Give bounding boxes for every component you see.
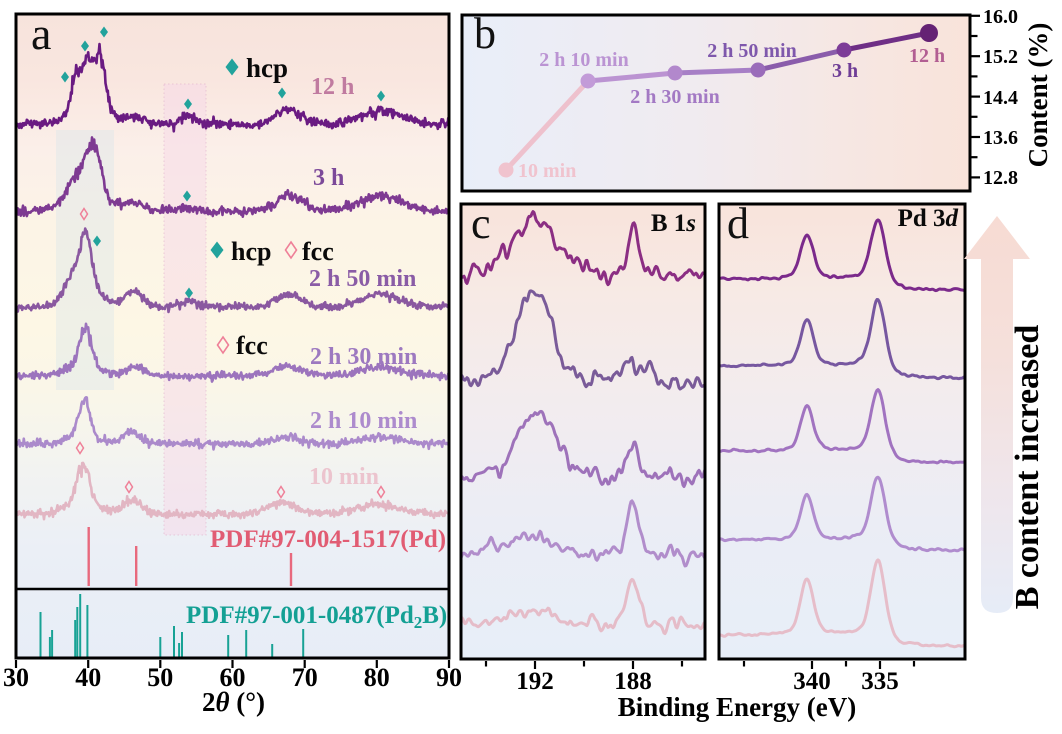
svg-text:30: 30	[3, 663, 29, 692]
svg-text:14.4: 14.4	[983, 87, 1018, 109]
svg-text:90: 90	[436, 663, 462, 692]
svg-text:12.8: 12.8	[983, 167, 1018, 189]
svg-text:B 1s: B 1s	[651, 210, 696, 237]
svg-text:2θ (°): 2θ (°)	[202, 687, 265, 717]
svg-text:13.6: 13.6	[983, 127, 1018, 149]
svg-text:16.0: 16.0	[983, 6, 1018, 28]
svg-text:3 h: 3 h	[313, 165, 344, 191]
svg-text:40: 40	[75, 663, 101, 692]
svg-text:10 min: 10 min	[518, 160, 576, 182]
svg-text:PDF#97-001-0487(Pd2B): PDF#97-001-0487(Pd2B)	[186, 602, 447, 632]
svg-text:2 h 10 min: 2 h 10 min	[539, 49, 628, 71]
svg-text:Binding Energy (eV): Binding Energy (eV)	[618, 692, 857, 722]
svg-text:B content increased: B content increased	[1009, 325, 1046, 610]
svg-text:2 h 50 min: 2 h 50 min	[707, 40, 796, 62]
svg-text:a: a	[31, 8, 51, 59]
svg-text:fcc: fcc	[236, 331, 268, 360]
svg-text:188: 188	[614, 668, 652, 695]
svg-text:2 h 30 min: 2 h 30 min	[630, 86, 719, 108]
svg-text:12 h: 12 h	[311, 74, 354, 100]
svg-text:192: 192	[516, 668, 554, 695]
svg-text:b: b	[474, 9, 496, 58]
svg-text:fcc: fcc	[302, 237, 334, 266]
svg-text:hcp: hcp	[231, 237, 271, 266]
svg-text:10 min: 10 min	[309, 464, 379, 490]
svg-text:d: d	[727, 199, 749, 248]
svg-text:70: 70	[292, 663, 318, 692]
svg-text:Pd 3d: Pd 3d	[898, 205, 959, 232]
svg-text:PDF#97-004-1517(Pd): PDF#97-004-1517(Pd)	[210, 526, 446, 553]
svg-text:2 h 50 min: 2 h 50 min	[309, 266, 416, 292]
svg-text:335: 335	[861, 668, 899, 695]
svg-text:Content (%): Content (%)	[1023, 23, 1053, 168]
svg-text:15.2: 15.2	[983, 46, 1018, 68]
svg-text:c: c	[471, 199, 491, 248]
svg-text:60: 60	[220, 663, 246, 692]
svg-text:3 h: 3 h	[832, 60, 858, 82]
svg-text:80: 80	[364, 663, 390, 692]
svg-text:hcp: hcp	[246, 53, 288, 83]
svg-text:50: 50	[147, 663, 173, 692]
svg-text:2 h 10 min: 2 h 10 min	[310, 408, 417, 434]
svg-text:2 h 30 min: 2 h 30 min	[310, 344, 417, 370]
svg-text:12 h: 12 h	[909, 45, 945, 67]
svg-text:340: 340	[793, 668, 831, 695]
